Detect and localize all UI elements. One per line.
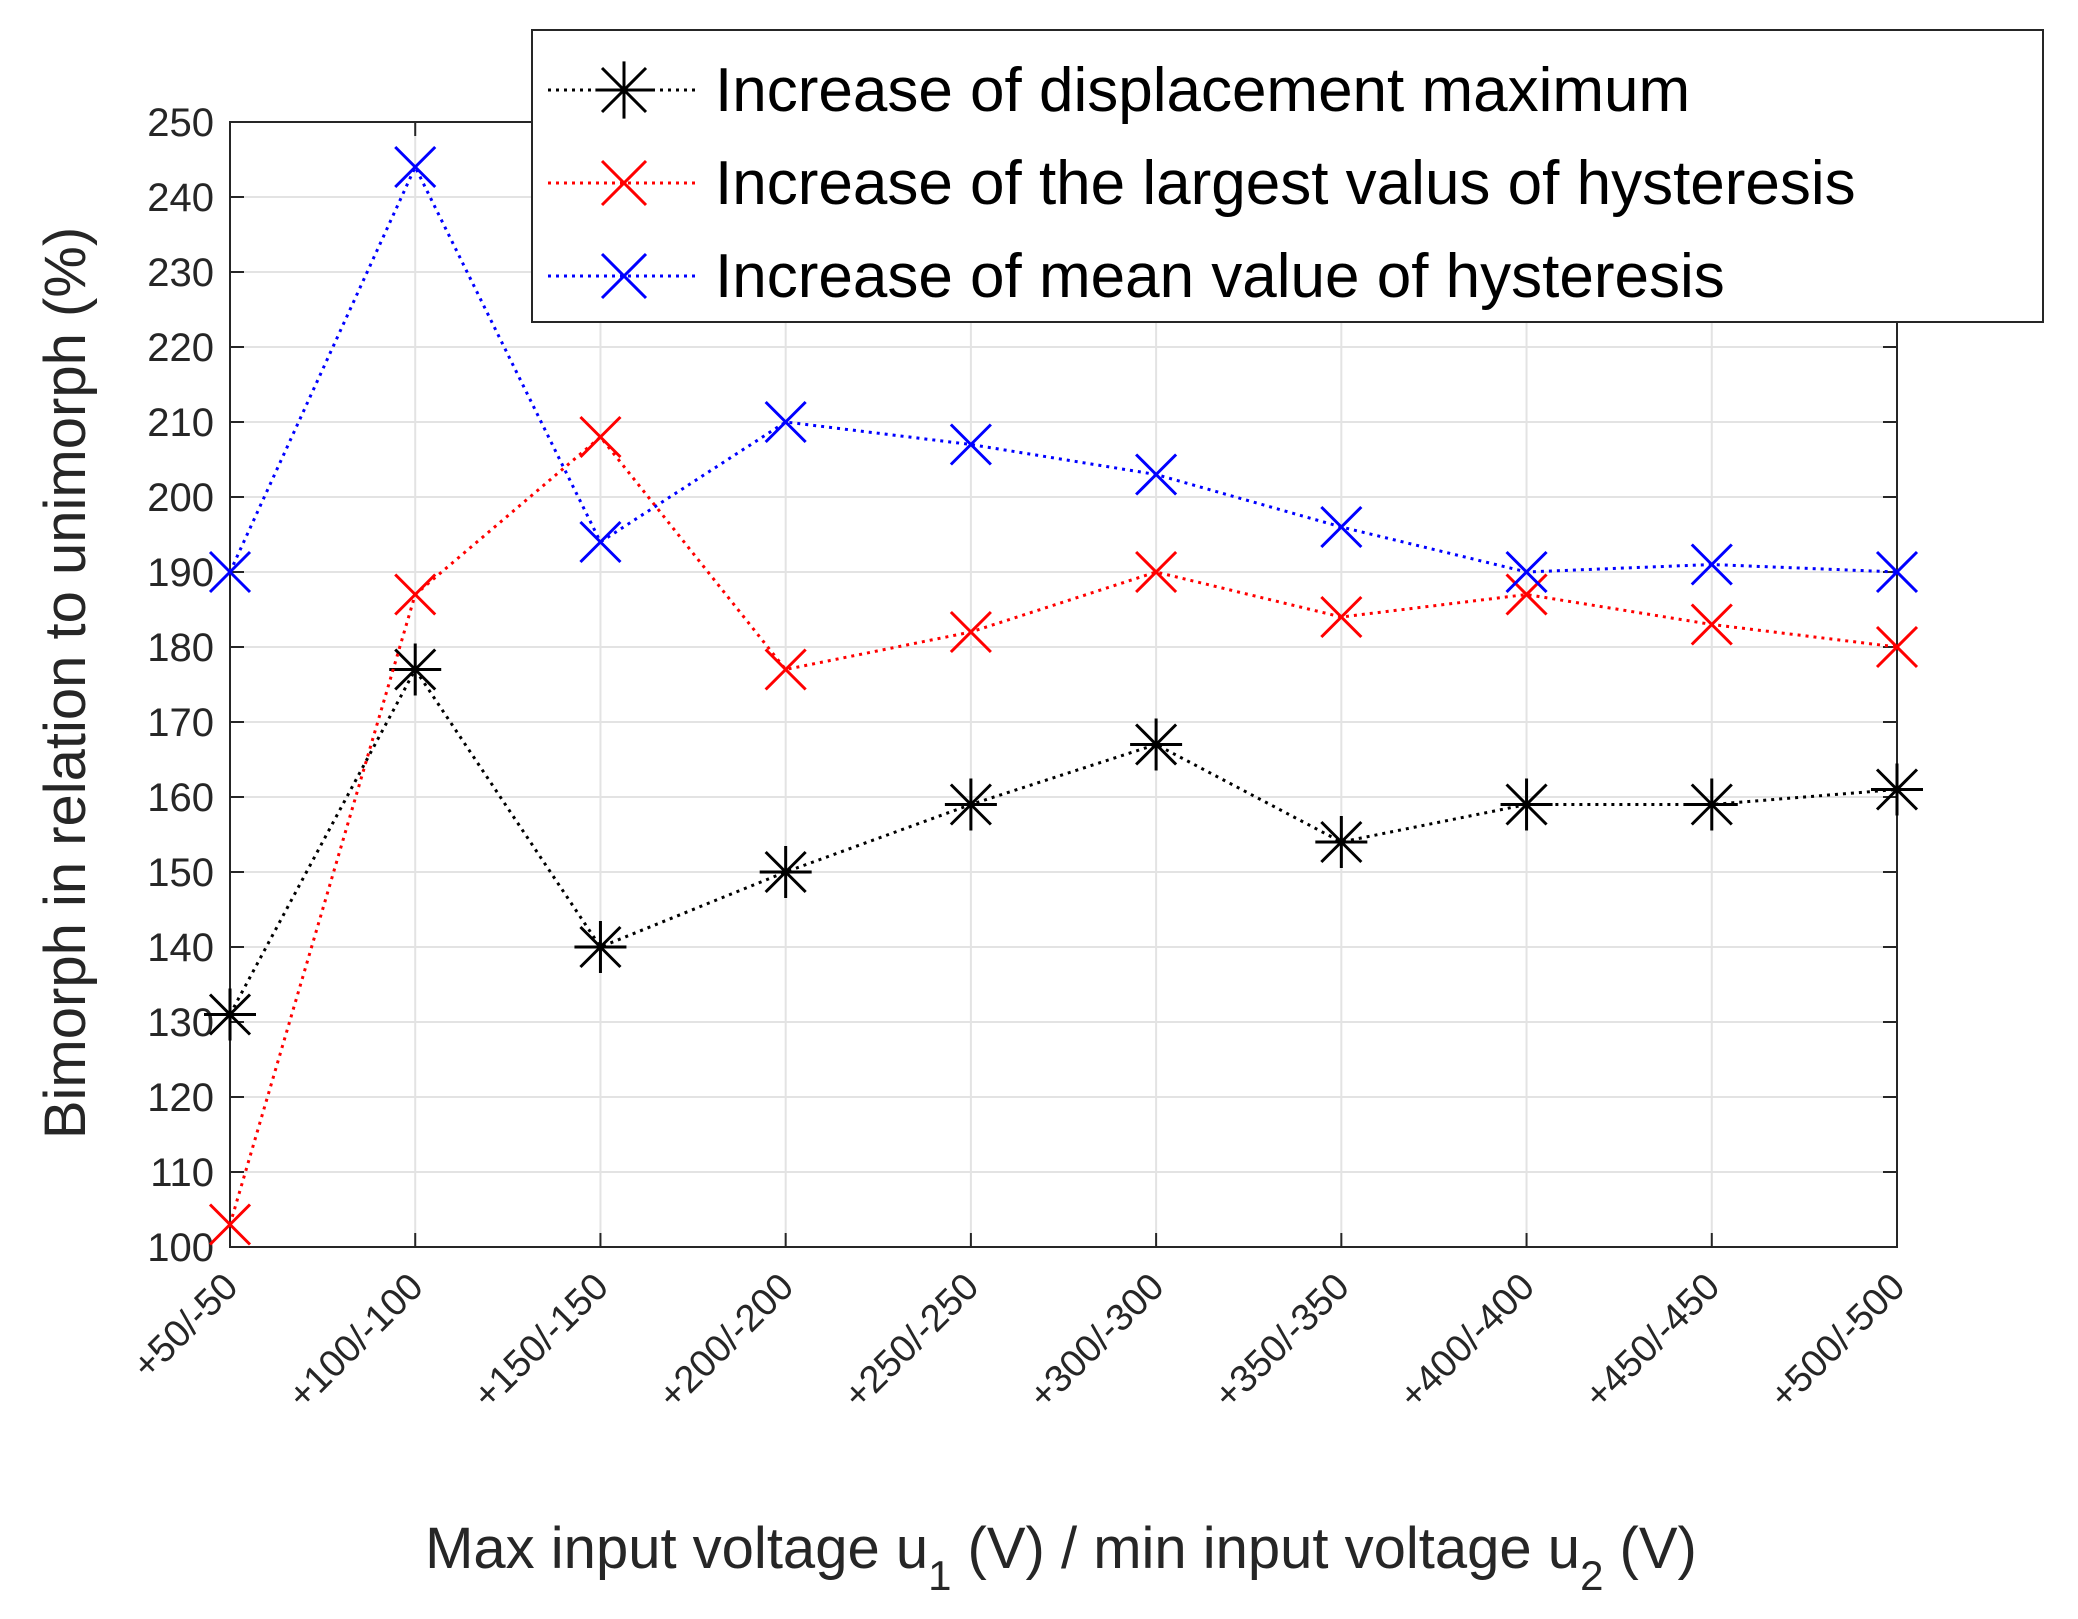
data-point bbox=[764, 400, 807, 444]
data-point bbox=[1875, 625, 1919, 669]
y-tick-label: 160 bbox=[147, 776, 214, 820]
x-axis-label: Max input voltage u1 (V) / min input vol… bbox=[425, 1516, 1697, 1599]
legend-label: Increase of the largest valus of hystere… bbox=[715, 149, 1856, 218]
legend-marker bbox=[595, 61, 653, 119]
data-point bbox=[1130, 718, 1183, 771]
y-tick-label: 130 bbox=[147, 1001, 214, 1045]
legend-item: Increase of mean value of hysteresis bbox=[548, 242, 1725, 311]
data-point bbox=[204, 988, 256, 1041]
x-axis-label-suffix: (V) bbox=[1603, 1516, 1696, 1581]
x-axis-label-prefix: Max input voltage u bbox=[425, 1516, 928, 1581]
data-point bbox=[579, 415, 622, 459]
data-point bbox=[1871, 763, 1923, 816]
data-point bbox=[1320, 595, 1363, 639]
y-tick-label: 180 bbox=[147, 626, 214, 670]
data-point bbox=[1320, 505, 1363, 549]
data-point bbox=[1500, 778, 1553, 831]
data-point bbox=[1135, 453, 1178, 496]
series-3 bbox=[208, 145, 1919, 594]
y-tick-label: 150 bbox=[147, 851, 214, 895]
y-tick-label: 110 bbox=[150, 1151, 214, 1195]
legend-label: Increase of mean value of hysteresis bbox=[715, 242, 1725, 311]
x-axis-label-subscript-1: 1 bbox=[928, 1552, 951, 1599]
data-point bbox=[1315, 816, 1368, 868]
data-point bbox=[944, 778, 997, 831]
legend-item: Increase of displacement maximum bbox=[548, 56, 1690, 125]
x-axis-label-subscript-2: 2 bbox=[1580, 1552, 1603, 1599]
series-2 bbox=[208, 415, 1919, 1246]
data-point bbox=[1690, 603, 1733, 646]
series-line bbox=[228, 434, 1898, 1225]
legend-label: Increase of displacement maximum bbox=[715, 56, 1690, 125]
y-tick-label: 220 bbox=[147, 326, 214, 370]
data-point bbox=[579, 520, 622, 564]
data-point bbox=[764, 648, 807, 691]
data-point bbox=[949, 423, 992, 466]
legend: Increase of displacement maximum Increase… bbox=[531, 29, 2044, 323]
series-layer bbox=[204, 145, 1923, 1246]
data-point bbox=[1505, 573, 1548, 616]
y-tick-label: 190 bbox=[147, 551, 214, 595]
legend-item: Increase of the largest valus of hystere… bbox=[548, 149, 1856, 218]
x-axis-label-middle: (V) / min input voltage u bbox=[951, 1516, 1580, 1581]
y-tick-label: 140 bbox=[147, 926, 214, 970]
legend-marker bbox=[600, 159, 648, 207]
data-point bbox=[574, 921, 627, 973]
y-axis-ticks: 100 110 120 130 140 150 160 170 180 190 200 210 220 2… bbox=[147, 101, 1897, 1270]
data-point bbox=[1685, 778, 1738, 831]
y-tick-label: 200 bbox=[147, 476, 214, 520]
y-axis-label: Bimorph in relation to unimorph (%) bbox=[33, 227, 98, 1139]
legend-marker bbox=[600, 252, 648, 300]
data-point bbox=[759, 846, 812, 898]
y-tick-label: 250 bbox=[147, 101, 214, 145]
legend-box bbox=[531, 29, 2044, 323]
data-point bbox=[394, 573, 437, 616]
data-point bbox=[208, 1203, 252, 1246]
y-tick-label: 100 bbox=[147, 1226, 214, 1270]
data-point bbox=[394, 145, 437, 189]
series-1 bbox=[204, 643, 1923, 1041]
data-point bbox=[1505, 550, 1548, 594]
data-point bbox=[1135, 550, 1178, 594]
y-tick-label: 120 bbox=[147, 1076, 214, 1120]
data-point bbox=[949, 610, 992, 654]
data-point bbox=[1690, 543, 1733, 586]
y-tick-label: 230 bbox=[147, 251, 214, 295]
data-point bbox=[208, 550, 252, 594]
data-point bbox=[389, 643, 442, 696]
y-tick-label: 170 bbox=[147, 701, 214, 745]
data-point bbox=[1875, 550, 1919, 594]
y-tick-label: 210 bbox=[147, 401, 214, 445]
y-tick-label: 240 bbox=[147, 176, 214, 220]
